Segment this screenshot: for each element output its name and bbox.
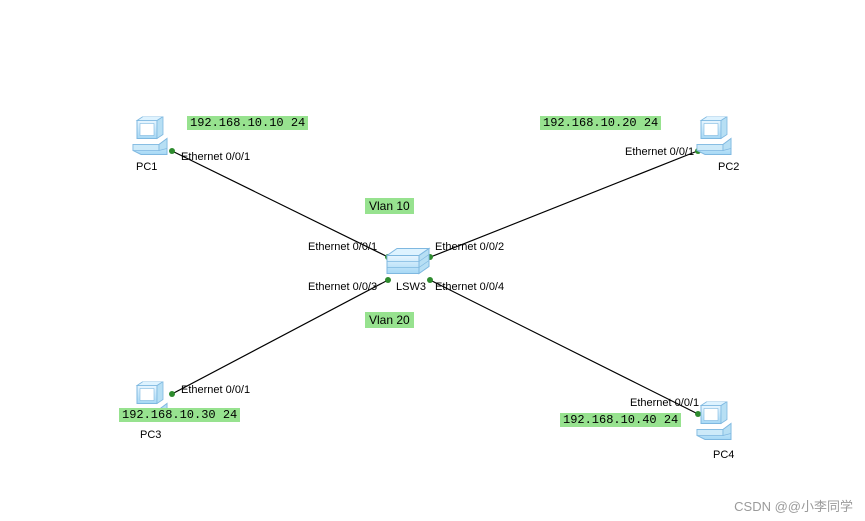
lsw3-label: LSW3 [393,280,429,294]
link-pc4-lsw3 [428,279,700,415]
pc2-ip: 192.168.10.20 24 [540,116,661,130]
pc2-node[interactable] [693,117,739,164]
vlan20-tag: Vlan 20 [365,312,414,328]
switch-icon [385,246,431,280]
lsw3-node[interactable] [385,246,431,285]
topology-canvas: PC1 192.168.10.10 24 Ethernet 0/0/1 PC2 … [0,0,865,521]
pc1-node[interactable] [129,117,175,164]
link-pc3-lsw3 [170,279,390,395]
pc2-port: Ethernet 0/0/1 [622,145,697,159]
pc4-ip: 192.168.10.40 24 [560,413,681,427]
watermark: CSDN @@小李同学 [734,496,853,515]
vlan10-tag: Vlan 10 [365,198,414,214]
lsw3-port4: Ethernet 0/0/4 [432,280,507,294]
pc4-port: Ethernet 0/0/1 [627,396,702,410]
pc1-ip: 192.168.10.10 24 [187,116,308,130]
pc3-port: Ethernet 0/0/1 [178,383,253,397]
pc2-label: PC2 [715,160,742,174]
pc3-ip: 192.168.10.30 24 [119,408,240,422]
pc-icon [693,117,739,159]
pc3-label: PC3 [137,428,164,442]
pc-icon [129,117,175,159]
pc4-label: PC4 [710,448,737,462]
lsw3-port2: Ethernet 0/0/2 [432,240,507,254]
pc1-port: Ethernet 0/0/1 [178,150,253,164]
lsw3-port3: Ethernet 0/0/3 [305,280,380,294]
pc1-label: PC1 [133,160,160,174]
lsw3-port1: Ethernet 0/0/1 [305,240,380,254]
